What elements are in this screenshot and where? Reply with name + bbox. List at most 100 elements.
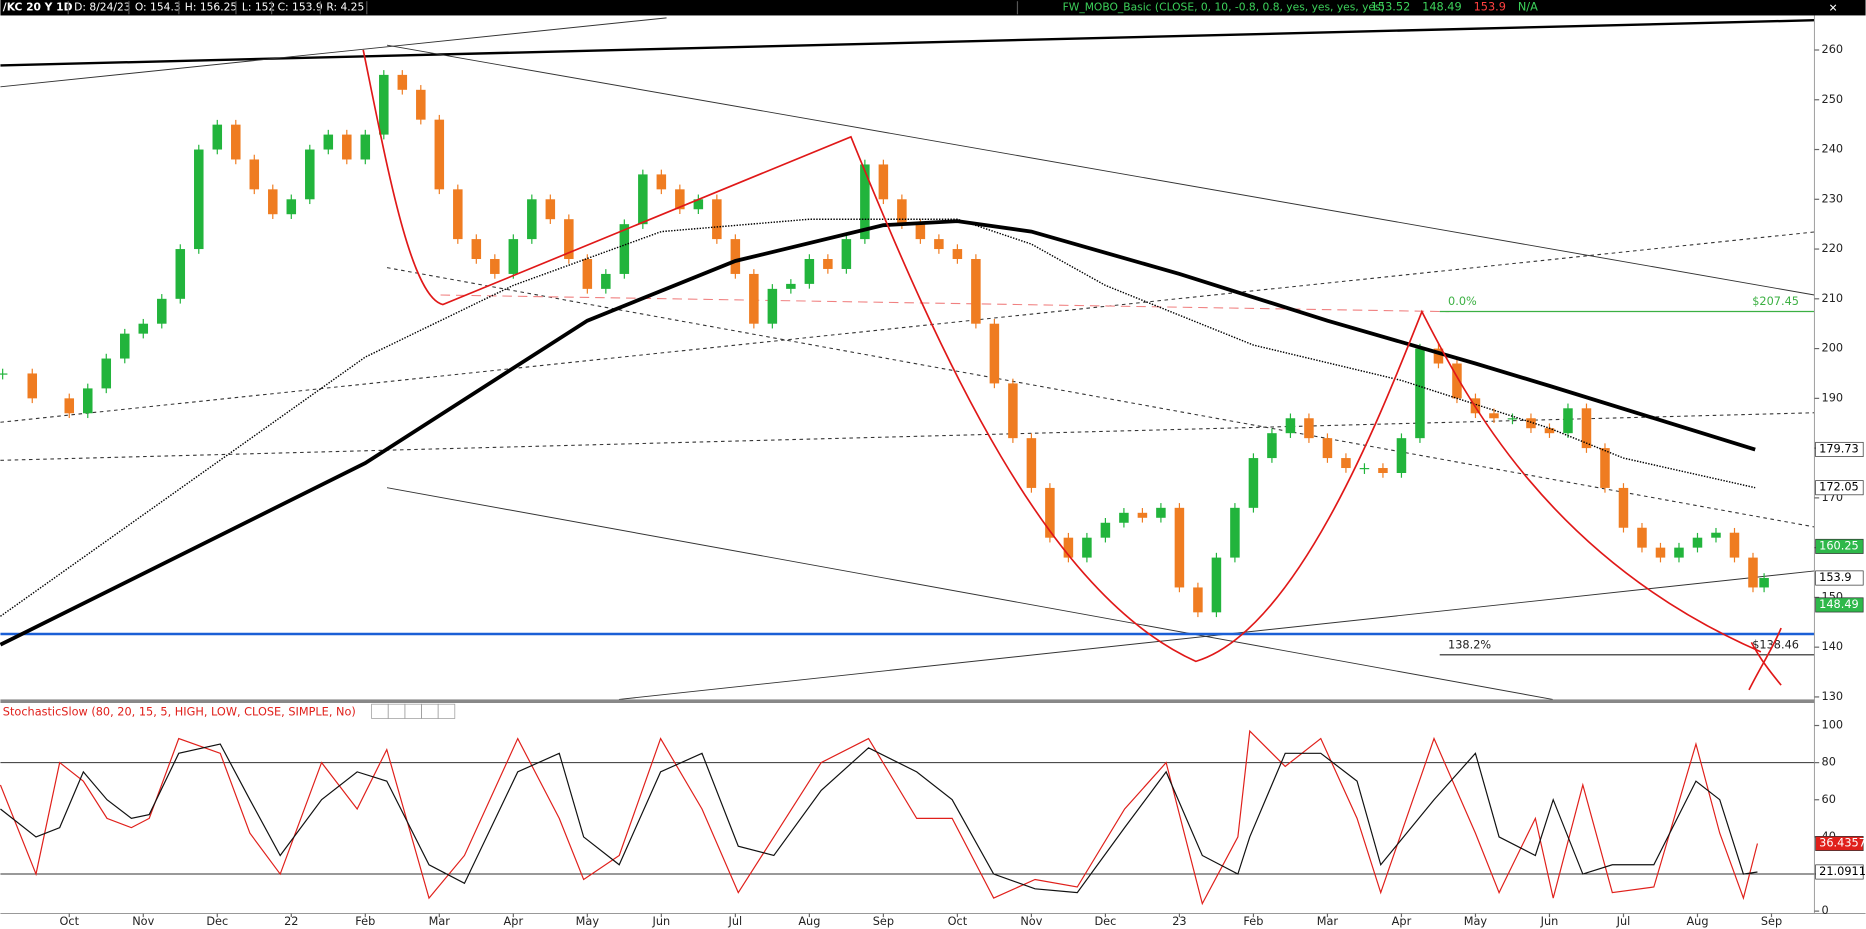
candle (841, 239, 852, 269)
value-label: 148.49 (1819, 598, 1859, 611)
close: C: 153.9 (278, 1, 323, 14)
value-label-bg (1815, 597, 1864, 613)
candle (120, 333, 130, 359)
x-tick-label: Apr (1392, 915, 1412, 928)
candle (656, 174, 667, 190)
trend-line (0, 17, 667, 88)
candle (1692, 537, 1703, 548)
stochastic-line (0, 729, 1759, 906)
x-tick-label: 22 (284, 915, 298, 928)
candle (638, 174, 648, 225)
header-separators (67, 1, 1019, 15)
candle (915, 224, 926, 240)
candle (1452, 363, 1462, 399)
candle (1082, 537, 1092, 558)
y-tick-label: 260 (1822, 43, 1844, 56)
candle (434, 119, 445, 190)
candle (934, 239, 944, 250)
candle (64, 398, 75, 414)
x-tick-label: Sep (873, 915, 894, 928)
candle (0, 373, 8, 375)
candle (1267, 433, 1277, 459)
candle (1563, 408, 1573, 434)
y-tick-label: 80 (1822, 756, 1836, 769)
candle (1415, 348, 1425, 439)
candle (1433, 348, 1444, 364)
candle (1341, 458, 1351, 469)
candle (712, 199, 722, 240)
candle (1156, 507, 1166, 518)
candle (1248, 458, 1259, 508)
candle (342, 134, 352, 160)
indicator-value: N/A (1518, 1, 1538, 14)
trend-line (386, 44, 1815, 296)
candle (823, 259, 833, 269)
candle (1063, 537, 1074, 558)
x-tick-label: Nov (1020, 915, 1042, 928)
candle (601, 273, 611, 289)
x-tick-label: 23 (1172, 915, 1186, 928)
x-tick-label: Dec (1094, 915, 1116, 928)
candle (416, 89, 426, 120)
candle (101, 358, 112, 389)
cycle-drawing (362, 49, 1782, 691)
symbol: /KC 20 Y 1D (3, 1, 73, 14)
y-tick-label: 250 (1822, 93, 1844, 106)
candle (471, 239, 482, 260)
candle (1359, 468, 1370, 470)
candle (878, 164, 889, 200)
candle (730, 239, 741, 274)
indicator: FW_MOBO_Basic (CLOSE, 0, 10, -0.8, 0.8, … (1063, 1, 1385, 14)
header-bar (0, 0, 1866, 16)
y-tick-label: 140 (1822, 640, 1844, 653)
candle (1378, 468, 1388, 473)
candle (1544, 428, 1555, 434)
candle (212, 124, 223, 150)
x-tick-label: Jul (728, 915, 743, 928)
candle (1193, 587, 1203, 613)
value-label: 153.9 (1819, 571, 1851, 584)
candle (1489, 413, 1499, 419)
candle (1526, 418, 1536, 429)
price-axis-area (1814, 15, 1866, 929)
candle (1137, 512, 1148, 518)
candle (1618, 487, 1629, 528)
value-label: 21.0911 (1819, 865, 1866, 878)
x-tick-label: Jul (1616, 915, 1631, 928)
candle (1304, 418, 1314, 439)
candle (1100, 522, 1111, 538)
candle (1174, 507, 1185, 588)
candle (545, 199, 556, 220)
indicator-value: 153.9 (1474, 1, 1506, 14)
channel-line (386, 267, 1815, 528)
x-tick-label: Oct (59, 915, 79, 928)
y-tick-label: 220 (1822, 242, 1844, 255)
y-tick-label: 200 (1822, 342, 1844, 355)
candle (138, 323, 149, 334)
indicator-title: StochasticSlow (80, 20, 15, 5, HIGH, LOW… (3, 706, 356, 719)
x-tick-label: Apr (504, 915, 524, 928)
candle (527, 199, 537, 240)
x-tick-label: Jun (652, 915, 671, 928)
candle (1230, 507, 1240, 558)
candle (490, 259, 500, 274)
close-panel-button[interactable]: ✕ (1829, 1, 1838, 14)
plot-marks: 0.0% $207.45 138.2% $138.46 (0, 70, 1815, 906)
value-label: 179.73 (1819, 442, 1859, 455)
x-tick-label: Feb (355, 915, 375, 928)
candle (305, 149, 315, 200)
value-label-bg (1815, 836, 1864, 851)
stoch-header-boxes (371, 703, 456, 719)
fib-price: $207.45 (1752, 295, 1799, 308)
candle (1759, 578, 1769, 588)
value-label: 172.05 (1819, 481, 1859, 494)
indicator-value: 148.49 (1422, 1, 1462, 14)
candle (157, 298, 167, 324)
panel-divider (0, 699, 1815, 703)
candle (693, 199, 704, 210)
candle (397, 74, 408, 90)
y-tick-label: 190 (1822, 391, 1844, 404)
candle (1285, 418, 1296, 434)
value-label-bg (1815, 480, 1864, 496)
